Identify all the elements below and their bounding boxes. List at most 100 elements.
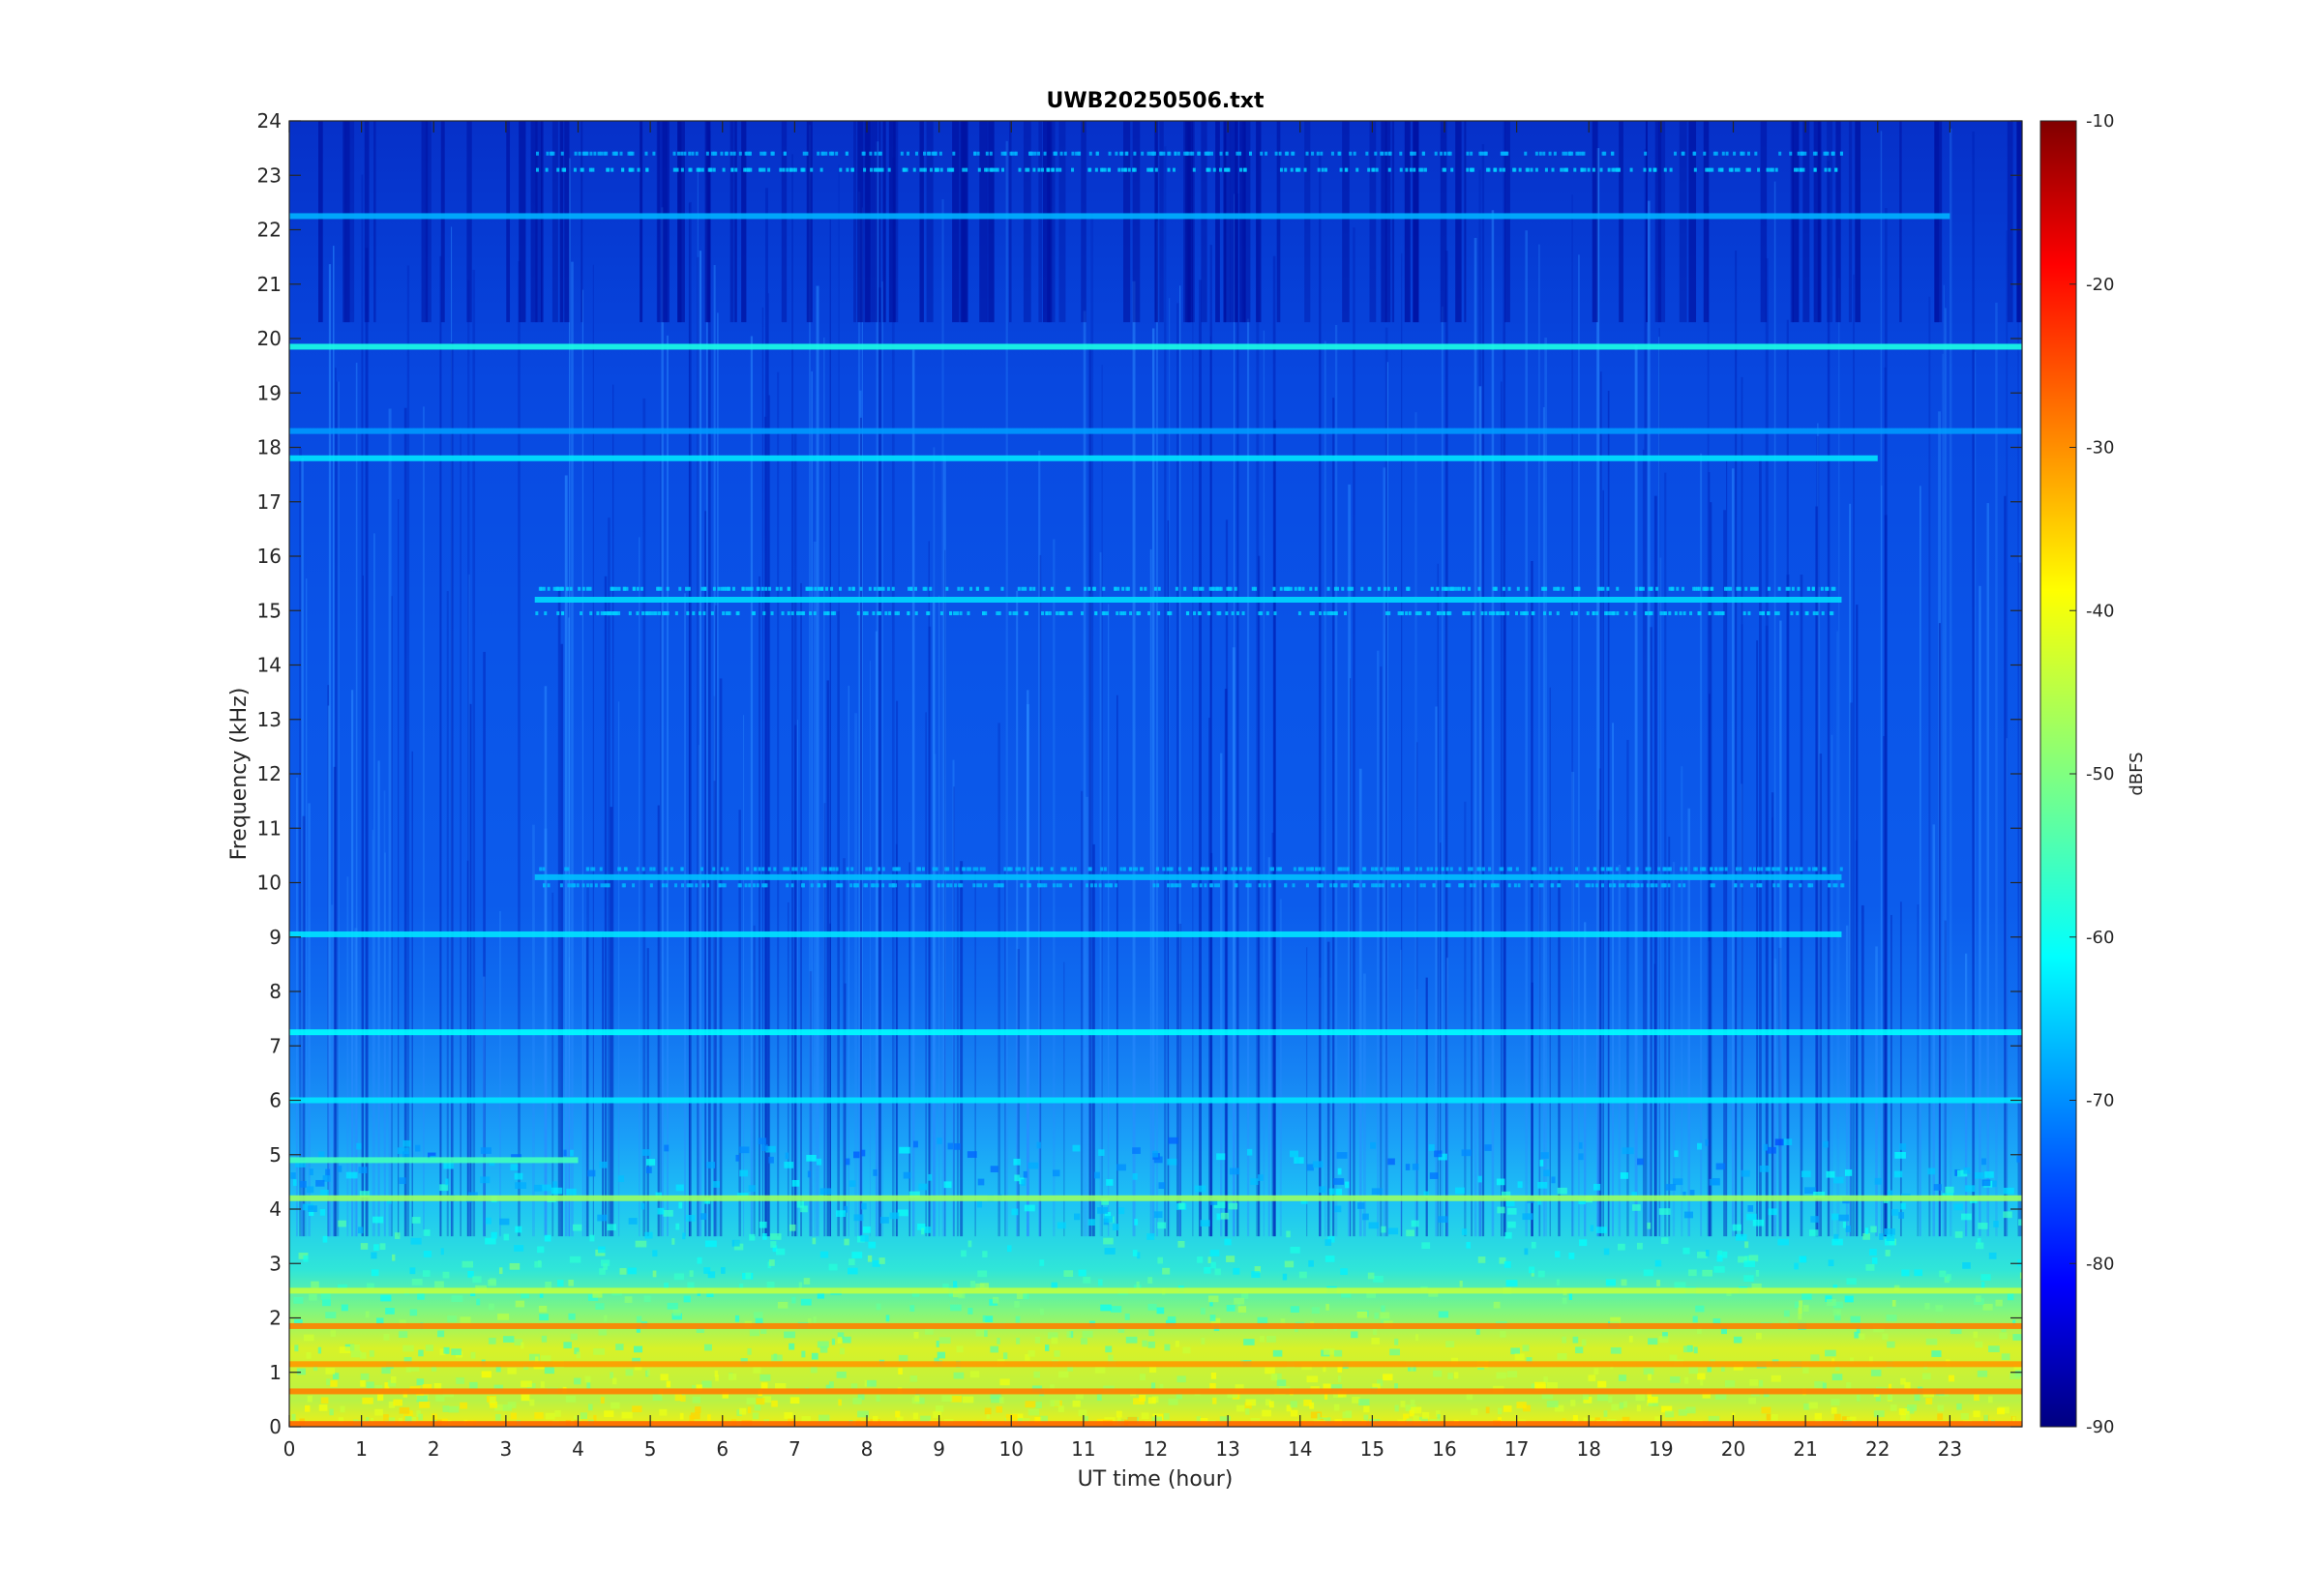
pulse-mark: [1752, 867, 1756, 872]
noise-cell: [1477, 1175, 1482, 1183]
pulse-mark: [1742, 611, 1746, 616]
frequency-line: [289, 455, 1878, 461]
noise-cell: [860, 1234, 869, 1242]
pulse-mark: [1248, 867, 1252, 872]
noise-cell: [776, 1248, 786, 1256]
time-striation: [699, 251, 702, 1237]
pulse-mark: [1574, 611, 1578, 616]
noise-cell: [721, 1267, 726, 1274]
noise-cell: [1662, 1332, 1668, 1339]
pulse-mark: [600, 611, 604, 616]
pulse-mark: [1644, 151, 1648, 156]
noise-cell: [1082, 1330, 1093, 1338]
noise-cell: [748, 1185, 756, 1192]
noise-cell: [1216, 1213, 1221, 1221]
pulse-mark: [1251, 586, 1255, 591]
noise-cell: [521, 1291, 530, 1299]
time-striation: [483, 976, 486, 1237]
pulse-mark: [1017, 586, 1021, 591]
pulse-mark: [706, 883, 710, 888]
pulse-mark: [1095, 151, 1099, 156]
colorbar-tick-label: -70: [2086, 1091, 2114, 1111]
time-striation: [1845, 925, 1849, 1237]
noise-cell: [1834, 1364, 1840, 1372]
noise-cell: [588, 1404, 593, 1411]
pulse-mark: [680, 151, 684, 156]
noise-cell: [1537, 1197, 1541, 1205]
pulse-mark: [1586, 611, 1590, 616]
pulse-mark: [1384, 586, 1387, 591]
time-striation: [1400, 949, 1402, 1237]
dark-column: [1654, 121, 1662, 323]
noise-cell: [503, 1336, 515, 1343]
noise-cell: [1593, 1368, 1599, 1375]
dark-column: [318, 121, 323, 323]
time-striation: [1267, 857, 1270, 1237]
pulse-mark: [1829, 611, 1832, 616]
pulse-mark: [1472, 611, 1475, 616]
pulse-mark: [1053, 151, 1057, 156]
noise-cell: [2012, 1334, 2022, 1341]
noise-cell: [1104, 1216, 1114, 1223]
time-striation: [308, 803, 311, 1237]
dark-column: [1239, 121, 1246, 323]
pulse-mark: [1037, 167, 1041, 172]
noise-cell: [1810, 1354, 1820, 1362]
noise-cell: [1603, 1248, 1610, 1256]
time-striation: [1875, 946, 1878, 1237]
noise-cell: [1759, 1166, 1770, 1172]
time-striation: [738, 810, 741, 1237]
time-striation: [602, 931, 604, 1237]
noise-cell: [1962, 1262, 1971, 1269]
pulse-mark: [1371, 883, 1375, 888]
pulse-mark: [932, 867, 936, 872]
pulse-mark: [1345, 167, 1349, 172]
time-striation: [583, 931, 586, 1237]
noise-cell: [1622, 1401, 1627, 1408]
noise-cell: [692, 1396, 701, 1404]
pulse-mark: [1341, 586, 1345, 591]
noise-cell: [753, 1367, 761, 1374]
noise-cell: [1023, 1292, 1029, 1300]
noise-cell: [640, 1202, 645, 1210]
pulse-mark: [1712, 151, 1716, 156]
noise-cell: [338, 1417, 344, 1425]
noise-cell: [1104, 1212, 1112, 1219]
pulse-mark: [856, 611, 860, 616]
time-striation: [1491, 210, 1495, 1237]
noise-cell: [497, 1314, 510, 1320]
noise-cell: [1325, 1239, 1332, 1246]
pulse-mark: [1814, 867, 1818, 872]
pulse-mark: [1599, 167, 1603, 172]
pulse-mark: [573, 167, 577, 172]
noise-cell: [1813, 1191, 1826, 1198]
pulse-mark: [1041, 167, 1045, 172]
noise-cell: [1590, 1225, 1594, 1232]
noise-cell: [293, 1297, 304, 1304]
pulse-mark: [593, 151, 597, 156]
pulse-mark: [1557, 883, 1561, 888]
noise-cell: [1116, 1416, 1121, 1424]
pulse-mark: [1710, 867, 1713, 872]
time-striation: [1735, 251, 1738, 1237]
time-striation: [361, 174, 364, 1237]
pulse-mark: [606, 167, 610, 172]
noise-cell: [295, 1161, 306, 1167]
pulse-mark: [1055, 151, 1058, 156]
pulse-mark: [865, 867, 869, 872]
pulse-mark: [1577, 151, 1581, 156]
noise-cell: [1975, 1341, 1983, 1348]
noise-cell: [1245, 1399, 1257, 1406]
noise-cell: [1960, 1413, 1969, 1420]
pulse-mark: [1570, 611, 1574, 616]
pulse-mark: [1162, 151, 1166, 156]
time-striation: [1571, 771, 1575, 1237]
pulse-mark: [1740, 883, 1743, 888]
noise-cell: [515, 1182, 527, 1189]
dark-column: [1058, 121, 1066, 323]
pulse-mark: [946, 883, 950, 888]
time-striation: [466, 860, 469, 1237]
time-striation: [336, 381, 339, 1237]
pulse-mark: [1058, 167, 1062, 172]
time-striation: [1209, 852, 1213, 1237]
